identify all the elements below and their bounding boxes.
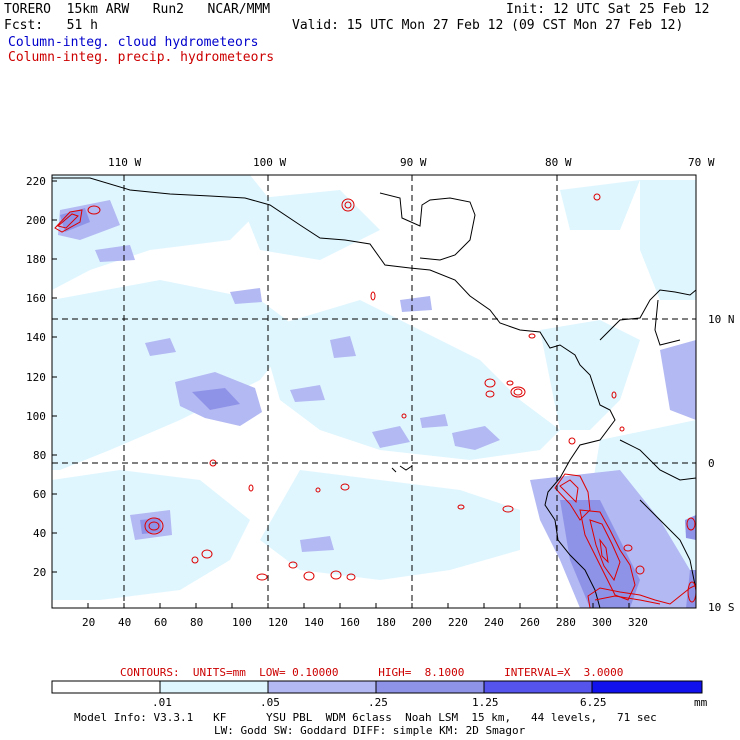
x-tick-label: 320	[628, 616, 648, 629]
map-frame	[51, 174, 697, 609]
model-info: Model Info: V3.3.1 KF YSU PBL WDM 6class…	[74, 711, 657, 724]
longitude-labels: 110 W 100 W 90 W 80 W 70 W	[108, 156, 715, 169]
y-tick-label: 40	[33, 527, 46, 540]
lon-label: 110 W	[108, 156, 141, 169]
x-tick-label: 180	[376, 616, 396, 629]
colorbar-bin	[51, 680, 161, 694]
coastlines	[52, 177, 697, 609]
legend-precip: Column-integ. precip. hydrometeors	[8, 50, 275, 65]
x-tick-label: 160	[340, 616, 360, 629]
forecast-hour: Fcst: 51 h	[4, 18, 98, 33]
colorbar-label: .01	[152, 696, 172, 709]
x-tick-label: 220	[448, 616, 468, 629]
y-tick-label: 20	[33, 566, 46, 579]
lon-label: 90 W	[400, 156, 427, 169]
lat-label: 0	[708, 457, 715, 470]
colorbar-label: 6.25	[580, 696, 607, 709]
colorbar-bin	[267, 680, 377, 694]
x-ticks	[87, 603, 630, 608]
colorbar-unit: mm	[694, 696, 708, 709]
lat-label: 10 N	[708, 313, 735, 326]
colorbar-bin	[591, 680, 703, 694]
valid-time: Valid: 15 UTC Mon 27 Feb 12 (09 CST Mon …	[292, 18, 684, 33]
lat-lon-grid	[52, 175, 696, 608]
y-axis: 220 200 180 160 140 120 100 80 60 40 20	[26, 175, 46, 579]
colorbar-label: .25	[368, 696, 388, 709]
x-tick-label: 300	[592, 616, 612, 629]
x-tick-label: 40	[118, 616, 131, 629]
x-tick-label: 280	[556, 616, 576, 629]
colorbar-label: .05	[260, 696, 280, 709]
y-tick-label: 200	[26, 214, 46, 227]
colorbar-bin	[483, 680, 593, 694]
y-tick-label: 80	[33, 449, 46, 462]
latitude-labels: 10 N 0 10 S	[708, 313, 735, 614]
lon-label: 100 W	[253, 156, 286, 169]
x-tick-label: 140	[304, 616, 324, 629]
precip-contours	[54, 193, 697, 609]
y-tick-label: 160	[26, 292, 46, 305]
init-time: Init: 12 UTC Sat 25 Feb 12	[506, 2, 710, 17]
model-title: TORERO 15km ARW Run2 NCAR/MMM	[4, 2, 271, 17]
x-tick-label: 80	[190, 616, 203, 629]
colorbar-label: 1.25	[472, 696, 499, 709]
x-tick-label: 100	[232, 616, 252, 629]
colorbar-labels: .01 .05 .25 1.25 6.25 mm	[152, 696, 708, 709]
x-tick-label: 240	[484, 616, 504, 629]
x-tick-label: 60	[154, 616, 167, 629]
lon-label: 70 W	[688, 156, 715, 169]
lon-label: 80 W	[545, 156, 572, 169]
colorbar-bin	[375, 680, 485, 694]
x-tick-label: 120	[268, 616, 288, 629]
colorbar	[51, 680, 703, 694]
lat-label: 10 S	[708, 601, 735, 614]
legend-cloud: Column-integ. cloud hydrometeors	[8, 35, 259, 50]
x-tick-label: 260	[520, 616, 540, 629]
y-tick-label: 140	[26, 331, 46, 344]
colorbar-bin	[159, 680, 269, 694]
physics-info: LW: Godd SW: Goddard DIFF: simple KM: 2D…	[214, 724, 526, 737]
y-ticks	[52, 180, 57, 573]
x-tick-label: 20	[82, 616, 95, 629]
y-tick-label: 180	[26, 253, 46, 266]
y-tick-label: 100	[26, 410, 46, 423]
y-tick-label: 60	[33, 488, 46, 501]
y-tick-label: 120	[26, 371, 46, 384]
y-tick-label: 220	[26, 175, 46, 188]
x-axis: 20 40 60 80 100 120 140 160 180 200 220 …	[82, 616, 648, 629]
x-tick-label: 200	[412, 616, 432, 629]
contour-info: CONTOURS: UNITS=mm LOW= 0.10000 HIGH= 8.…	[120, 666, 624, 679]
